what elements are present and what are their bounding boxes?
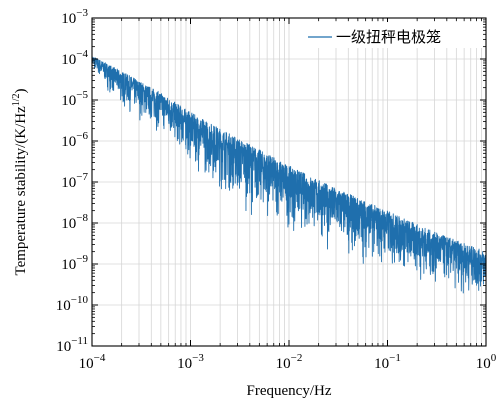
x-tick-label: 10−1 (374, 352, 401, 372)
y-axis-label-superscript: 1/2 (11, 93, 22, 106)
y-tick-labels: 10−3 10−4 10−5 10−6 10−7 10−8 10−9 10−10 10−11 (56, 7, 89, 355)
axis-ticks (91, 18, 486, 347)
y-tick-label: 10−4 (61, 48, 88, 68)
y-axis-label-close: ) (13, 88, 29, 93)
y-tick-label: 10−6 (61, 130, 88, 150)
legend-label: 一级扭秤电极笼 (336, 28, 441, 46)
x-tick-label: 100 (476, 352, 497, 372)
y-axis-label-text: Temperature stability/(K/Hz (13, 106, 29, 276)
x-tick-labels: 10−4 10−3 10−2 10−1 100 (79, 352, 497, 372)
y-tick-label: 10−10 (56, 294, 89, 314)
series-line (91, 55, 487, 294)
y-tick-label: 10−3 (61, 7, 88, 27)
legend: 一级扭秤电极笼 (300, 22, 482, 48)
x-tick-label: 10−3 (177, 352, 204, 372)
series-group (91, 55, 487, 294)
x-axis-label: Frequency/Hz (247, 383, 332, 398)
x-tick-label: 10−2 (276, 352, 303, 372)
y-tick-label: 10−8 (61, 212, 88, 232)
y-tick-label: 10−9 (61, 253, 88, 273)
y-tick-label: 10−7 (61, 171, 88, 191)
x-tick-label: 10−4 (79, 352, 106, 372)
y-tick-label: 10−11 (56, 335, 88, 355)
legend-box (300, 22, 482, 48)
y-axis-label: Temperature stability/(K/Hz1/2) (11, 88, 29, 275)
y-tick-label: 10−5 (61, 89, 88, 109)
